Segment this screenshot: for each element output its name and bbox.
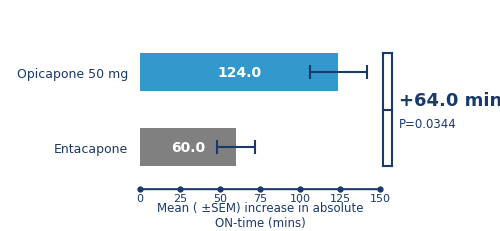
Text: P=0.0344: P=0.0344: [399, 117, 457, 130]
Text: +64.0 mins: +64.0 mins: [399, 92, 500, 110]
Bar: [140, 129, 236, 167]
Text: 124.0: 124.0: [217, 65, 262, 79]
Bar: [140, 53, 338, 91]
Text: 60.0: 60.0: [171, 141, 205, 155]
Text: Mean ( ±SEM) increase in absolute
ON-time (mins): Mean ( ±SEM) increase in absolute ON-tim…: [157, 201, 363, 229]
